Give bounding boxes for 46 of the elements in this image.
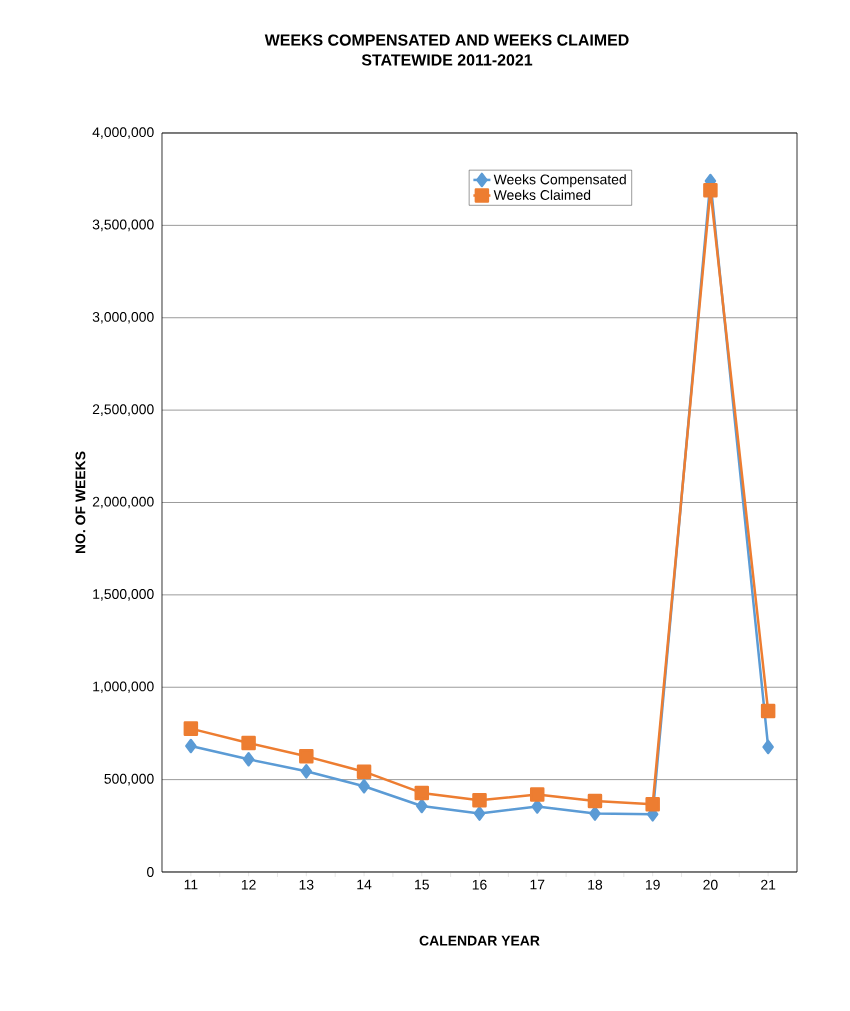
- point: [760, 703, 776, 719]
- x-tick-label: 13: [299, 879, 314, 890]
- point: [183, 721, 199, 736]
- y-tick-label: 2,500,000: [92, 404, 154, 416]
- x-tick-label: 19: [645, 879, 660, 890]
- x-tick-label: 17: [530, 879, 545, 890]
- point: [299, 749, 314, 764]
- y-tick-label: 0: [147, 867, 154, 877]
- point: [414, 785, 430, 801]
- x-tick-label: 20: [703, 879, 718, 890]
- point: [762, 739, 774, 755]
- point: [300, 764, 313, 779]
- y-tick-label: 2,000,000: [92, 496, 154, 509]
- x-tick-label: 16: [472, 879, 487, 890]
- x-tick-label: 15: [415, 879, 429, 890]
- point: [587, 793, 603, 809]
- legend-label: Weeks Compensated: [493, 174, 626, 188]
- x-axis-title: CALENDAR YEAR: [419, 935, 540, 946]
- y-tick-label: 4,000,000: [92, 127, 154, 139]
- point: [589, 806, 601, 821]
- point: [241, 735, 256, 751]
- x-tick-label: 11: [184, 879, 198, 890]
- chart-subtitle: STATEWIDE 2011-2021: [361, 54, 533, 66]
- point: [645, 796, 660, 812]
- y-tick-label: 3,500,000: [92, 219, 154, 232]
- legend-label: Weeks Claimed: [493, 189, 591, 200]
- y-axis-title: NO. OF WEEKS: [75, 451, 86, 554]
- point: [472, 793, 487, 808]
- point: [356, 764, 372, 779]
- y-tick-label: 500,000: [104, 773, 154, 786]
- point: [703, 183, 718, 198]
- point: [242, 752, 255, 767]
- x-tick-label: 18: [588, 879, 603, 890]
- y-tick-label: 1,000,000: [93, 681, 154, 693]
- point: [473, 806, 486, 821]
- chart-title: WEEKS COMPENSATED AND WEEKS CLAIMED: [264, 34, 629, 46]
- point: [358, 779, 370, 794]
- y-tick-label: 3,000,000: [92, 311, 154, 324]
- point: [416, 798, 428, 814]
- point: [529, 787, 545, 802]
- x-tick-label: 12: [241, 879, 256, 890]
- x-tick-label: 14: [357, 879, 372, 890]
- x-tick-label: 21: [761, 879, 776, 890]
- point: [531, 799, 543, 814]
- y-tick-label: 1,500,000: [93, 589, 154, 601]
- point: [185, 738, 197, 754]
